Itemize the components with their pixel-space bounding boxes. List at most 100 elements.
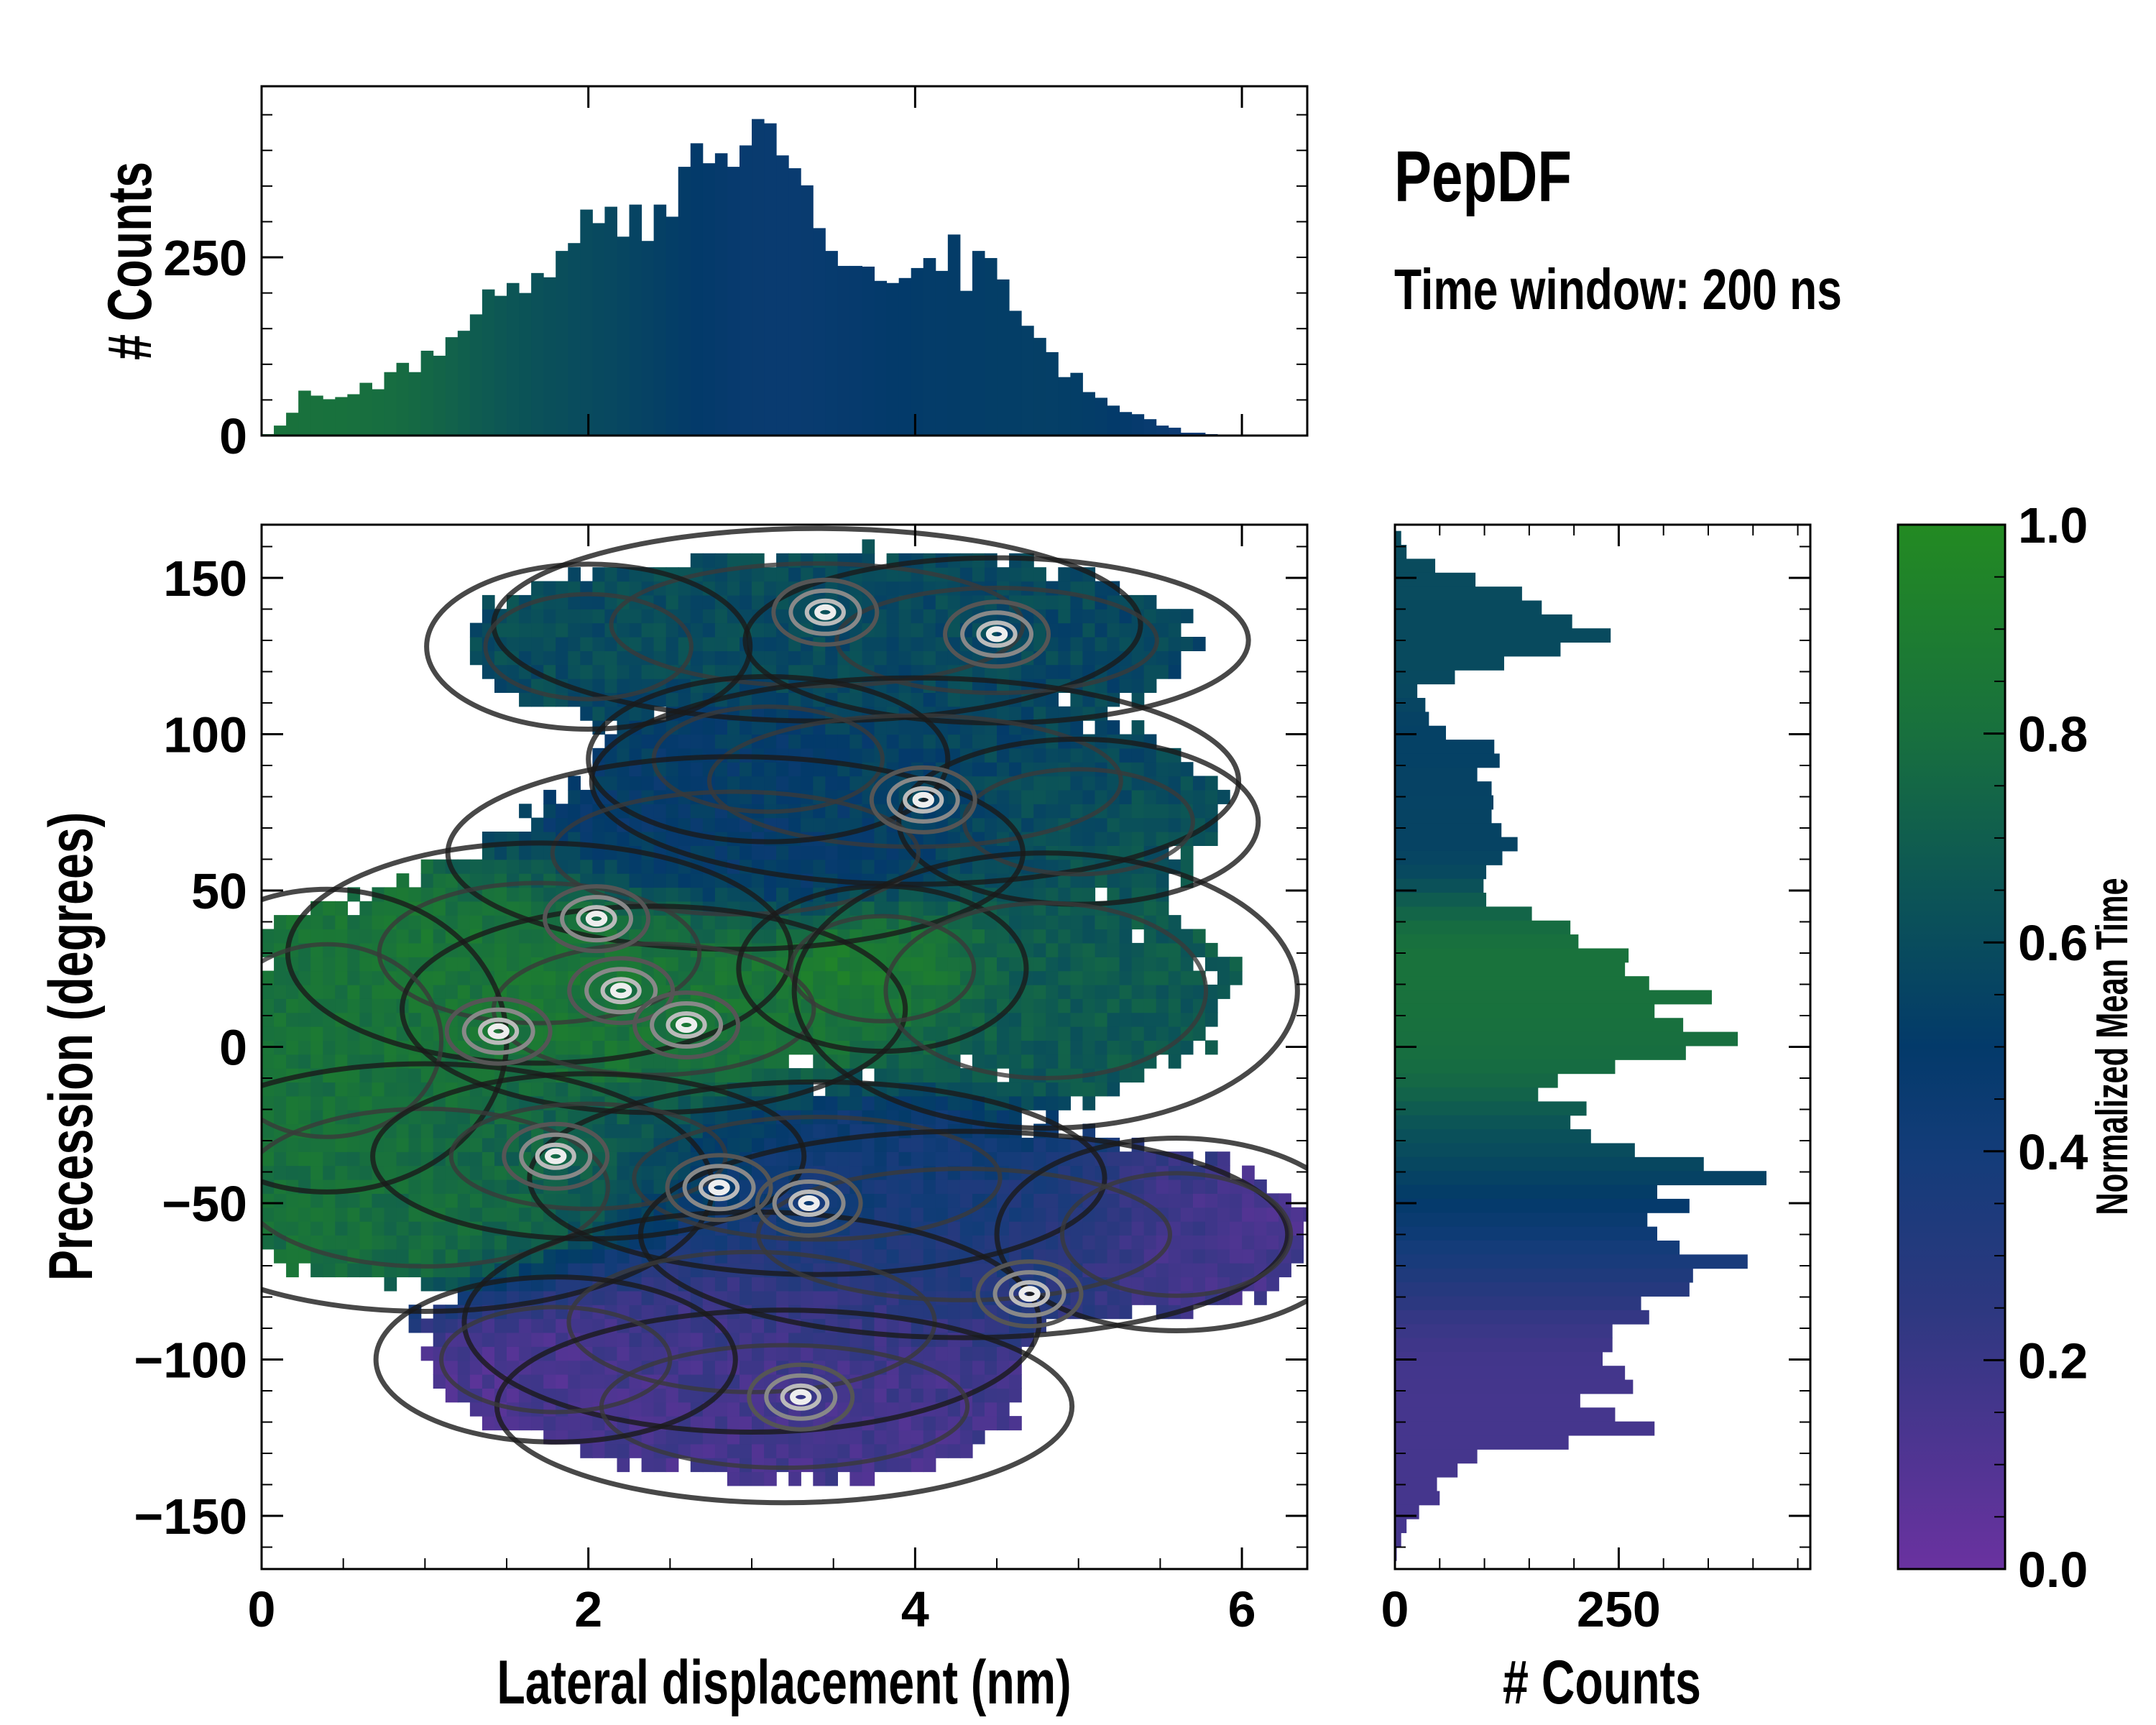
heatmap-cell: [1046, 650, 1059, 666]
heatmap-cell: [874, 789, 888, 804]
heatmap-cell: [825, 1346, 838, 1361]
heatmap-cell: [665, 873, 679, 888]
heatmap-cell: [580, 581, 593, 596]
heatmap-cell: [568, 1388, 581, 1403]
heatmap-cell: [776, 1123, 789, 1138]
heatmap-cell: [788, 1471, 801, 1486]
heatmap-cell: [396, 1179, 410, 1194]
heatmap-cell: [641, 776, 655, 791]
heatmap-cell: [1033, 664, 1046, 679]
heatmap-cell: [825, 734, 838, 749]
right-histogram-bar: [1395, 934, 1579, 949]
heatmap-cell: [592, 637, 606, 651]
heatmap-cell: [420, 1193, 434, 1208]
heatmap-cell: [604, 1123, 618, 1138]
heatmap-cell: [1082, 1290, 1096, 1305]
heatmap-cell: [457, 1110, 471, 1125]
heatmap-cell: [947, 957, 961, 972]
heatmap-cell: [690, 1095, 704, 1110]
heatmap-cell: [997, 706, 1010, 721]
heatmap-cell: [801, 957, 814, 972]
heatmap-cell: [714, 553, 728, 568]
heatmap-cell: [1033, 1179, 1046, 1194]
heatmap-cell: [531, 622, 544, 638]
heatmap-cell: [923, 1374, 936, 1389]
right-histogram-bar: [1395, 1101, 1587, 1116]
top-histogram-bar: [898, 277, 912, 436]
heatmap-cell: [433, 1110, 446, 1125]
heatmap-cell: [788, 1360, 801, 1375]
top-histogram-bar: [408, 372, 422, 436]
heatmap-cell: [274, 1193, 287, 1208]
top-histogram-bar: [1009, 310, 1022, 436]
right-histogram-bar: [1395, 712, 1429, 727]
heatmap-cell: [556, 594, 568, 610]
heatmap-cell: [396, 1235, 410, 1250]
heatmap-cell: [1119, 998, 1133, 1013]
heatmap-cell: [985, 1388, 998, 1403]
heatmap-cell: [690, 1332, 704, 1347]
heatmap-cell: [1070, 970, 1084, 985]
heatmap-cell: [678, 637, 691, 651]
heatmap-cell: [1119, 748, 1133, 763]
heatmap-cell: [1058, 1179, 1071, 1194]
heatmap-cell: [1021, 1012, 1034, 1027]
heatmap-cell: [801, 970, 814, 985]
heatmap-cell: [1095, 1263, 1108, 1278]
heatmap-cell: [837, 720, 851, 735]
heatmap-cell: [592, 678, 606, 693]
heatmap-cell: [1107, 1290, 1120, 1305]
heatmap-cell: [1131, 678, 1145, 693]
top-y-tick-label: 250: [163, 230, 247, 286]
heatmap-cell: [862, 1360, 875, 1375]
heatmap-cell: [519, 901, 532, 916]
heatmap-cell: [788, 859, 801, 874]
heatmap-cell: [923, 692, 936, 707]
heatmap-cell: [262, 1026, 275, 1041]
heatmap-cell: [519, 1374, 532, 1389]
heatmap-cell: [911, 650, 924, 666]
heatmap-cell: [997, 1388, 1010, 1403]
heatmap-cell: [801, 1458, 814, 1473]
heatmap-cell: [923, 1276, 936, 1292]
right-histogram-bar: [1395, 795, 1494, 810]
heatmap-cell: [310, 1263, 323, 1278]
heatmap-cell: [923, 970, 936, 985]
heatmap-cell: [1143, 873, 1157, 888]
heatmap-cell: [776, 1012, 789, 1027]
heatmap-cell: [1242, 1165, 1255, 1180]
heatmap-cell: [727, 929, 740, 944]
heatmap-cell: [1156, 984, 1169, 999]
heatmap-cell: [1180, 984, 1194, 999]
heatmap-cell: [1192, 804, 1206, 819]
heatmap-cell: [972, 915, 985, 930]
heatmap-cell: [923, 650, 936, 666]
heatmap-cell: [1119, 1012, 1133, 1027]
heatmap-cell: [1107, 915, 1120, 930]
heatmap-cell: [825, 1290, 838, 1305]
heatmap-cell: [420, 1137, 434, 1152]
heatmap-cell: [1192, 1248, 1206, 1264]
heatmap-cell: [898, 734, 912, 749]
top-histogram-bar: [813, 228, 826, 436]
heatmap-cell: [752, 845, 765, 860]
heatmap-cell: [1143, 748, 1157, 763]
heatmap-cell: [1180, 998, 1194, 1013]
heatmap-cell: [1143, 984, 1157, 999]
heatmap-cell: [372, 984, 385, 999]
heatmap-cell: [665, 1151, 679, 1167]
heatmap-cell: [617, 1179, 630, 1194]
heatmap-cell: [641, 1458, 655, 1473]
heatmap-cell: [604, 678, 618, 693]
heatmap-cell: [1168, 1207, 1181, 1222]
heatmap-cell: [1033, 970, 1046, 985]
heatmap-cell: [531, 1110, 544, 1125]
heatmap-cell: [494, 845, 507, 860]
heatmap-cell: [862, 1151, 875, 1167]
heatmap-cell: [911, 998, 924, 1013]
heatmap-cell: [298, 1026, 311, 1041]
heatmap-cell: [298, 1095, 311, 1110]
heatmap-cell: [1107, 1026, 1120, 1041]
heatmap-cell: [935, 1179, 949, 1194]
heatmap-cell: [1082, 1054, 1096, 1069]
